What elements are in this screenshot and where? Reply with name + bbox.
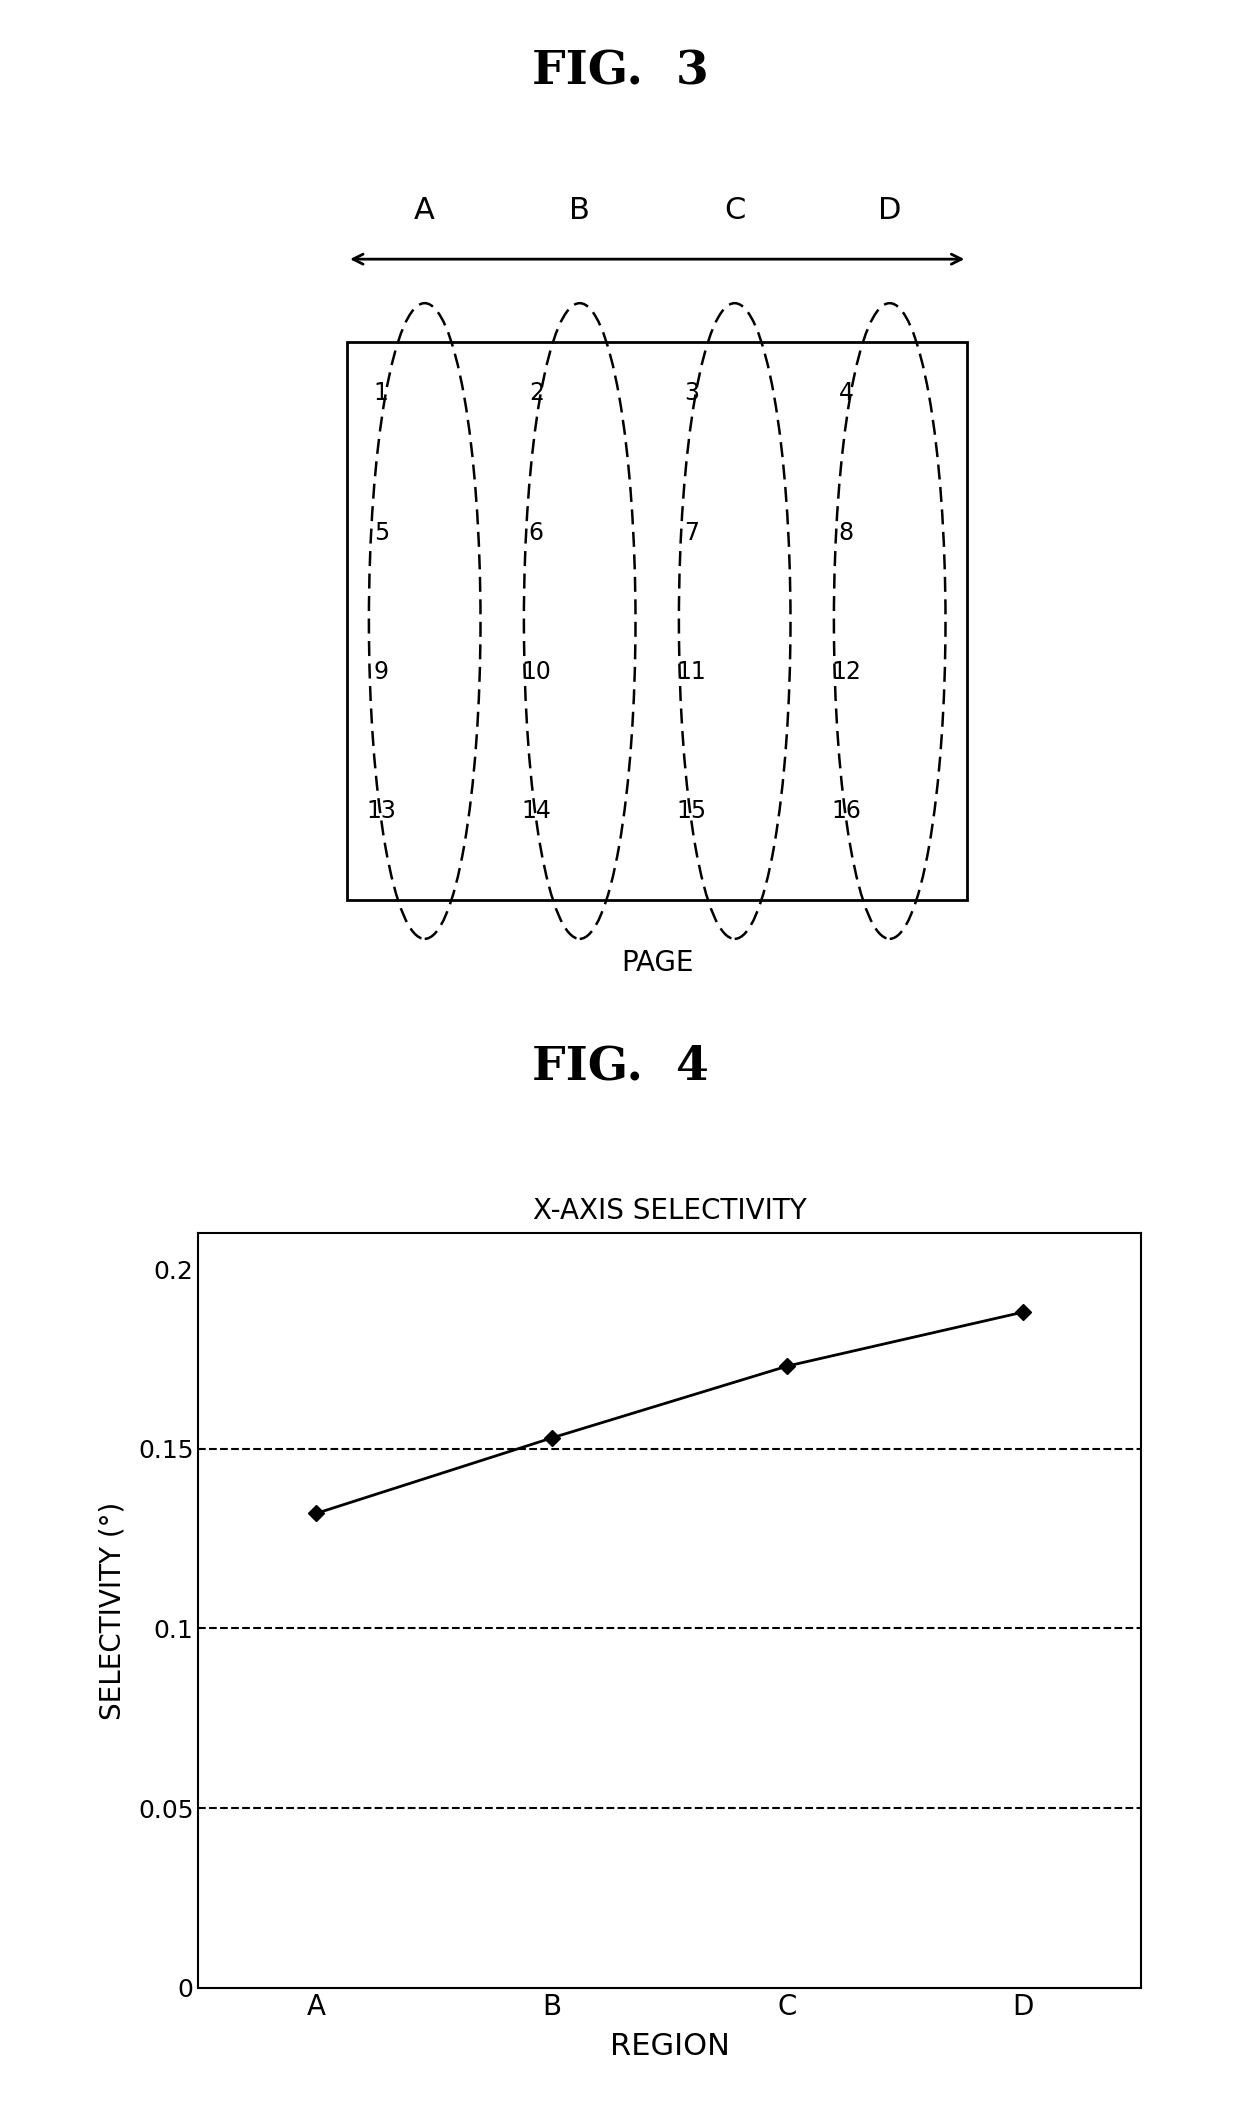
- Text: 4: 4: [838, 381, 854, 406]
- Text: B: B: [569, 196, 590, 225]
- Text: 14: 14: [521, 799, 552, 823]
- Text: 8: 8: [838, 521, 854, 544]
- Text: 7: 7: [683, 521, 699, 544]
- Title: X-AXIS SELECTIVITY: X-AXIS SELECTIVITY: [533, 1197, 806, 1225]
- Text: 2: 2: [528, 381, 544, 406]
- Text: D: D: [878, 196, 901, 225]
- Text: 16: 16: [831, 799, 862, 823]
- Text: 6: 6: [528, 521, 544, 544]
- Bar: [347, 342, 967, 899]
- Text: C: C: [724, 196, 745, 225]
- Text: 3: 3: [683, 381, 699, 406]
- Text: 15: 15: [676, 799, 707, 823]
- Text: 10: 10: [521, 659, 552, 685]
- Text: 1: 1: [374, 381, 388, 406]
- Text: FIG.  3: FIG. 3: [532, 49, 708, 96]
- Text: 5: 5: [373, 521, 389, 544]
- Text: FIG.  4: FIG. 4: [532, 1044, 708, 1089]
- Y-axis label: SELECTIVITY (°): SELECTIVITY (°): [99, 1501, 126, 1720]
- Text: 9: 9: [373, 659, 389, 685]
- X-axis label: REGION: REGION: [610, 2032, 729, 2060]
- Text: PAGE: PAGE: [621, 948, 693, 976]
- Text: 11: 11: [677, 659, 706, 685]
- Text: A: A: [414, 196, 435, 225]
- Text: 12: 12: [831, 659, 862, 685]
- Text: 13: 13: [366, 799, 397, 823]
